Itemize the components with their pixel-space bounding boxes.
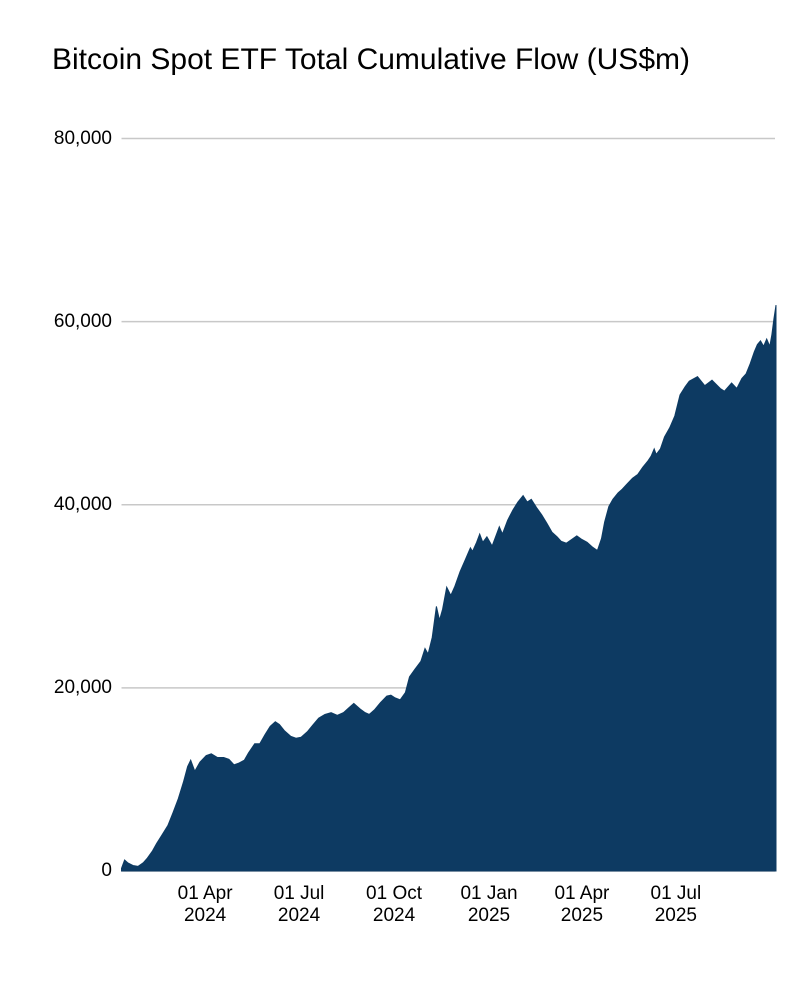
chart-title: Bitcoin Spot ETF Total Cumulative Flow (… xyxy=(52,43,690,76)
area-series xyxy=(121,305,777,872)
